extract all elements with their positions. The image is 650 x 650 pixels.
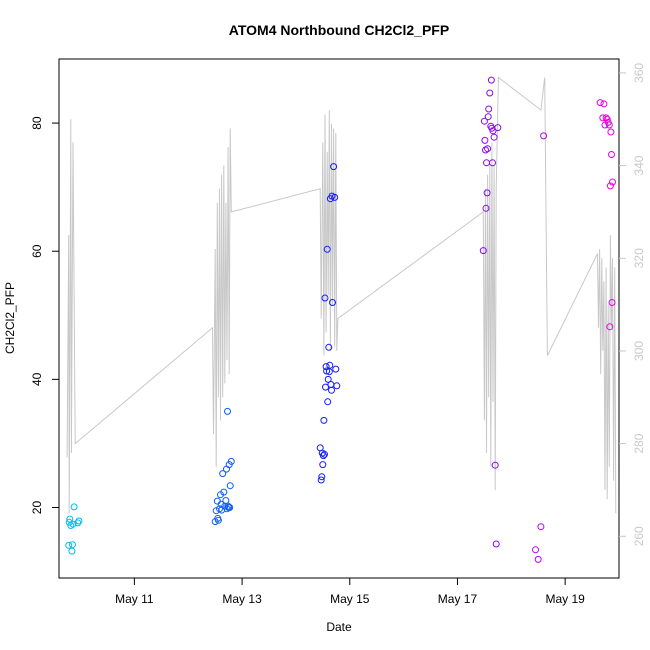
data-point: [322, 383, 329, 391]
data-point: [65, 518, 73, 526]
data-point: [69, 520, 77, 528]
data-point: [479, 247, 487, 255]
data-point: [490, 133, 498, 141]
y-tick-label: 80: [30, 116, 44, 130]
data-point: [608, 151, 615, 158]
data-point: [481, 136, 489, 144]
data-point: [596, 99, 604, 107]
data-point: [220, 488, 228, 496]
data-point: [491, 461, 499, 469]
x-axis: May 11 May 13 May 15 May 17 May 19: [115, 578, 585, 606]
chart-title: ATOM4 Northbound CH2Cl2_PFP: [229, 22, 449, 38]
data-point: [609, 178, 616, 186]
y2-tick-label: 280: [632, 433, 646, 453]
data-point: [66, 515, 74, 523]
data-point: [224, 407, 231, 415]
data-point: [224, 502, 232, 510]
y2-tick-label: 320: [632, 248, 646, 268]
data-point: [319, 452, 327, 460]
data-point: [318, 473, 326, 481]
data-point: [70, 503, 78, 511]
y2-tick-label: 260: [632, 526, 646, 546]
data-point: [226, 482, 234, 490]
y2-tick-label: 360: [632, 63, 646, 83]
x-tick-label: May 15: [330, 592, 370, 606]
data-point: [489, 159, 496, 167]
data-point: [320, 416, 328, 424]
data-point: [326, 361, 334, 369]
data-point: [532, 546, 539, 554]
x-tick-label: May 13: [222, 592, 262, 606]
data-point: [325, 343, 333, 351]
data-point: [540, 132, 548, 140]
x-tick-label: May 11: [115, 592, 154, 606]
altitude-polyline: [66, 76, 617, 514]
data-point: [324, 398, 332, 406]
data-point: [483, 189, 491, 197]
plot-frame: [58, 58, 620, 579]
altitude-series-line: [66, 76, 617, 514]
data-point: [492, 540, 500, 548]
data-points: [65, 76, 616, 563]
plot-area: [58, 58, 620, 579]
data-point: [329, 299, 336, 306]
data-point: [214, 516, 222, 524]
data-point: [321, 294, 329, 302]
y-axis-left: 20 40 60 80: [30, 116, 59, 514]
data-point: [65, 541, 73, 549]
data-point: [599, 114, 607, 122]
data-point: [534, 555, 542, 563]
data-point: [484, 145, 492, 153]
data-point: [486, 89, 494, 97]
data-point: [330, 163, 338, 171]
data-point: [331, 193, 339, 201]
data-point: [226, 504, 234, 511]
data-point: [606, 323, 614, 331]
data-point: [227, 457, 235, 465]
data-point: [219, 470, 227, 478]
data-point: [489, 127, 497, 135]
data-point: [321, 450, 328, 458]
data-point: [323, 367, 331, 375]
y-tick-label: 40: [30, 372, 44, 386]
data-point: [319, 461, 327, 469]
data-point: [602, 114, 610, 122]
data-point: [600, 100, 608, 108]
data-point: [317, 476, 325, 484]
data-point: [608, 299, 616, 306]
y-tick-label: 20: [30, 501, 44, 515]
y2-tick-label: 300: [632, 341, 646, 361]
y-axis-right: 260 280 300 320 340 360: [619, 63, 646, 546]
data-point: [537, 523, 545, 531]
data-point: [494, 124, 502, 132]
y-axis-label: CH2Cl2_PFP: [3, 282, 17, 354]
y-tick-label: 60: [30, 244, 44, 258]
data-point: [75, 517, 83, 525]
data-point: [487, 76, 495, 84]
x-tick-label: May 19: [545, 592, 585, 606]
data-point: [323, 245, 331, 253]
data-point: [606, 182, 614, 190]
data-point: [332, 365, 340, 373]
data-point: [69, 541, 76, 549]
data-point: [485, 105, 493, 113]
data-point: [605, 121, 613, 129]
data-point: [328, 386, 335, 394]
data-point: [482, 204, 490, 212]
data-point: [484, 113, 492, 121]
data-point: [607, 128, 615, 136]
x-axis-label: Date: [326, 620, 352, 634]
x-tick-label: May 17: [438, 592, 478, 606]
y2-tick-label: 340: [632, 155, 646, 175]
data-point: [322, 363, 330, 371]
data-point: [333, 382, 341, 390]
data-point: [480, 117, 488, 125]
